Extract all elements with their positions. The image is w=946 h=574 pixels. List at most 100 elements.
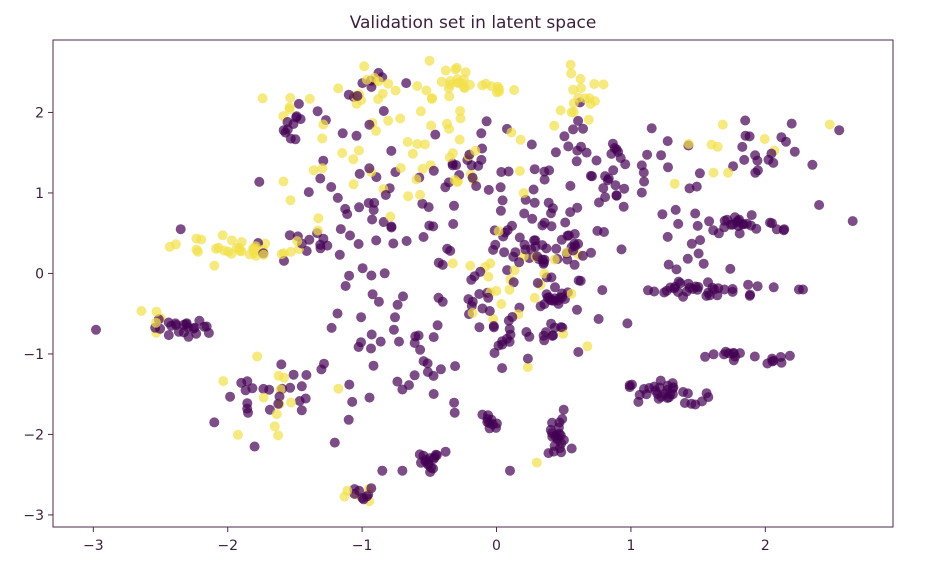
data-point-class-a [528,184,539,195]
data-point-class-a [608,165,619,176]
data-point-class-b [454,134,465,145]
data-point-class-a [432,320,443,331]
data-point-class-b [575,73,586,84]
data-point-class-b [217,230,228,241]
data-point-class-a [725,263,736,274]
data-point-class-a [448,219,459,229]
data-point-class-a [364,163,375,174]
data-point-class-a [236,377,247,388]
data-point-class-b [573,92,584,103]
data-point-class-b [415,106,426,117]
data-point-class-b [359,61,370,72]
data-point-class-a [209,417,220,428]
data-point-class-a [379,268,390,279]
data-point-class-b [518,188,529,198]
data-point-class-a [510,247,521,258]
data-point-class-a [445,245,456,256]
data-point-class-a [304,234,315,245]
data-point-class-a [553,422,564,433]
data-point-class-a [392,376,403,387]
data-point-class-a [401,236,412,246]
data-point-class-a [708,349,719,360]
data-point-class-a [392,299,403,310]
data-point-class-a [373,296,384,307]
data-point-class-a [303,187,314,198]
data-point-class-b [236,237,247,247]
data-point-class-b [348,179,359,190]
data-point-class-a [737,141,748,152]
data-point-class-a [740,115,751,126]
data-point-class-b [209,260,220,271]
data-point-class-a [388,238,399,249]
data-point-class-b [491,285,502,296]
data-point-class-b [426,120,437,131]
data-point-class-a [834,125,845,136]
data-point-class-a [541,243,552,254]
data-point-class-b [191,244,202,255]
data-point-class-a [673,218,684,229]
data-point-class-a [300,393,311,404]
data-point-class-a [700,351,711,362]
data-point-class-a [366,82,377,92]
data-point-class-a [671,264,682,275]
data-point-class-b [395,163,406,173]
data-point-class-a [526,139,537,150]
data-point-class-b [285,195,296,206]
x-axis: −3 −2 −1 0 1 2 [83,527,770,554]
data-point-class-a [353,342,364,352]
data-point-class-a [703,277,713,288]
data-point-class-a [578,123,588,134]
data-point-class-a [514,232,525,243]
y-tick-label: −1 [23,347,44,363]
data-point-class-a [364,119,375,130]
data-point-class-a [639,384,649,394]
data-point-class-a [686,238,697,249]
data-point-class-a [566,443,577,454]
data-point-class-a [776,357,787,368]
x-tick-label: −2 [217,538,238,554]
data-point-class-a [410,331,421,342]
data-point-class-a [798,284,808,295]
data-point-class-a [366,483,377,494]
data-point-class-a [847,216,858,227]
data-point-class-a [746,210,757,221]
data-point-class-a [497,195,508,206]
data-point-class-a [663,259,674,270]
data-point-class-a [546,272,557,283]
data-point-class-a [682,253,693,264]
data-point-class-b [470,145,481,156]
data-point-class-a [719,284,730,295]
data-point-class-b [496,299,507,309]
data-point-class-a [695,235,706,246]
data-point-class-b [385,211,396,222]
data-point-class-a [326,322,337,333]
data-point-class-b [483,271,494,282]
data-point-class-b [417,163,428,174]
data-point-class-a [807,159,818,170]
data-point-class-a [719,215,730,226]
data-point-class-b [342,485,353,496]
data-point-class-a [551,243,562,254]
data-point-class-a [435,364,446,375]
data-point-class-a [366,270,377,281]
data-point-class-a [571,156,582,167]
data-point-class-a [178,327,189,338]
points-layer [91,55,858,507]
data-point-class-a [514,257,525,268]
data-point-class-b [824,119,835,130]
data-point-class-a [565,207,576,218]
data-point-class-a [449,397,460,408]
data-point-class-a [539,174,550,185]
data-point-class-b [421,85,432,96]
data-point-class-a [778,225,789,236]
data-point-class-a [428,165,439,176]
data-point-class-a [520,244,531,255]
data-point-class-a [428,389,439,399]
data-point-class-a [340,281,351,291]
data-point-class-b [151,317,161,328]
data-point-class-a [701,388,712,399]
data-point-class-a [548,330,558,341]
data-point-class-b [589,79,600,89]
data-point-class-a [388,324,399,335]
data-point-class-a [620,159,631,170]
